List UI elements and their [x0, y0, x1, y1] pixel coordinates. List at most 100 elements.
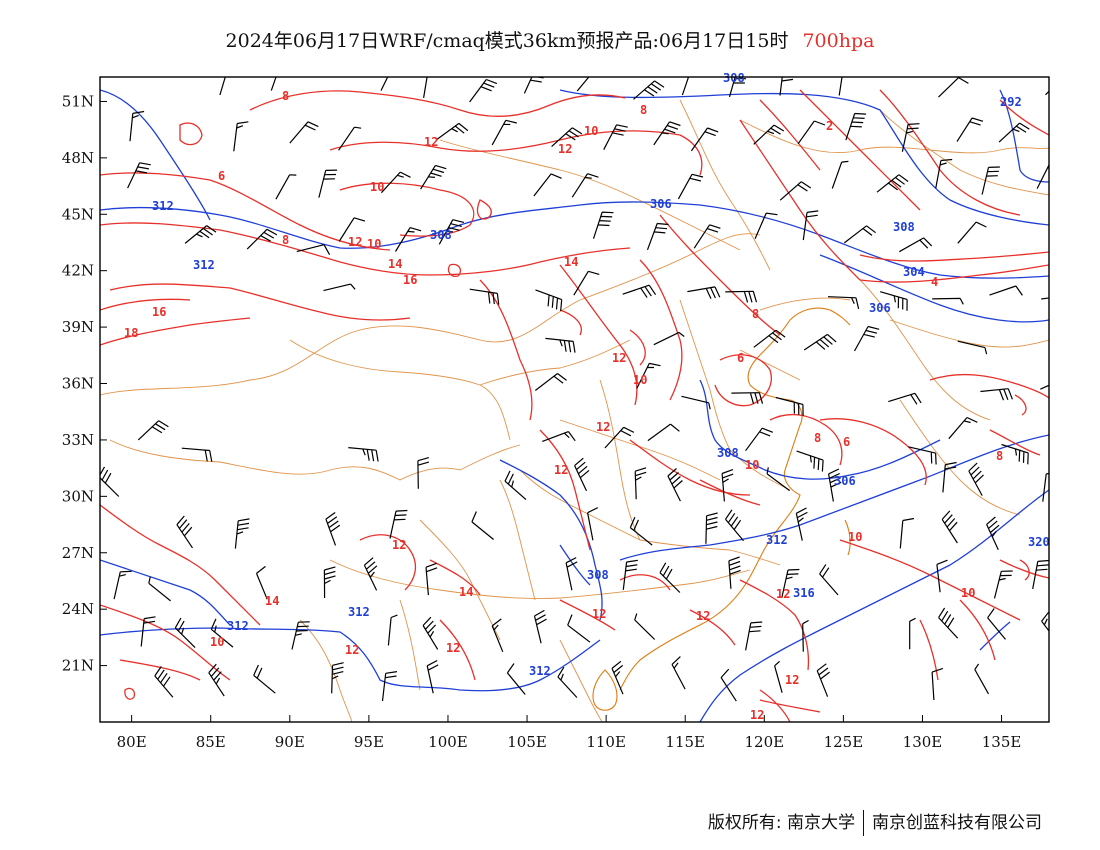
height-label: 312: [193, 258, 215, 272]
lon-tick-label: 110E: [586, 733, 626, 751]
wind-barb: [234, 518, 250, 549]
lon-tick-label: 130E: [903, 733, 943, 751]
wind-barb: [754, 212, 778, 240]
wind-barb: [720, 668, 737, 702]
wind-barb: [210, 618, 234, 648]
wind-barb: [420, 164, 447, 190]
temperature-contours: [100, 89, 1049, 722]
wind-barb: [843, 225, 876, 244]
wind-barb: [987, 608, 1006, 640]
temperature-label: 6: [843, 435, 850, 449]
wind-barb: [899, 517, 915, 549]
wind-barb: [909, 617, 916, 650]
wind-barb: [246, 228, 278, 250]
wind-barb: [802, 619, 809, 652]
wind-barb: [938, 607, 959, 639]
wind-barb: [435, 122, 469, 141]
wind-barb: [796, 450, 824, 472]
lat-tick-label: 30N: [62, 487, 94, 505]
height-label: 306: [834, 474, 856, 488]
wind-barb: [728, 556, 741, 589]
wind-barb: [629, 516, 653, 546]
wind-barb: [184, 225, 217, 244]
wind-barb: [423, 77, 428, 98]
wind-barb: [551, 127, 583, 148]
coastline: [592, 307, 851, 711]
temperature-label: 12: [776, 587, 790, 601]
wind-barb: [100, 466, 120, 497]
wind-barb: [587, 507, 599, 541]
wind-barb: [795, 507, 808, 541]
wind-barb: [838, 77, 845, 96]
wind-barb: [291, 621, 310, 650]
wind-barb: [671, 656, 686, 690]
wind-barb: [634, 467, 647, 500]
wind-barb: [931, 667, 944, 701]
wind-barb: [957, 221, 987, 244]
wind-barb: [899, 237, 933, 253]
temperature-label: 8: [814, 431, 821, 445]
temperature-label: 12: [592, 607, 606, 621]
temperature-label: 2: [826, 119, 833, 133]
wind-barb: [1052, 220, 1080, 242]
wind-barb: [803, 333, 837, 351]
height-label: 316: [793, 586, 815, 600]
wind-barb: [774, 660, 783, 693]
wind-barb: [802, 210, 819, 241]
temperature-label: 6: [218, 169, 225, 183]
height-label: 308: [893, 220, 915, 234]
wind-barb: [932, 297, 964, 305]
temperature-label: 12: [446, 641, 460, 655]
lat-tick-label: 45N: [62, 205, 94, 223]
wind-barb: [646, 222, 669, 251]
wind-barb: [745, 427, 774, 452]
wind-barb: [219, 77, 226, 96]
wind-barb: [557, 666, 578, 698]
temperature-label: 4: [931, 275, 938, 289]
temperature-label: 12: [554, 463, 568, 477]
lon-tick-label: 105E: [507, 733, 547, 751]
height-label: 312: [766, 533, 788, 547]
height-label: 292: [1000, 95, 1022, 109]
temperature-label: 8: [996, 449, 1003, 463]
temperature-label: 10: [584, 124, 598, 138]
wind-barb: [534, 373, 567, 391]
wind-barb: [535, 289, 563, 312]
wind-barb: [318, 169, 338, 198]
wind-barb: [1052, 514, 1060, 545]
wind-barb: [725, 290, 758, 303]
wind-barb: [986, 516, 1000, 551]
wind-barb: [957, 340, 988, 355]
wind-barb: [506, 663, 526, 695]
wind-barb: [533, 173, 562, 197]
lon-tick-label: 90E: [275, 733, 305, 751]
lon-tick-label: 115E: [665, 733, 705, 751]
map-content: [100, 89, 1049, 722]
height-label: 312: [152, 199, 174, 213]
wind-barb: [901, 123, 920, 152]
footer-divider: [863, 810, 864, 836]
wind-barb: [745, 621, 763, 651]
temperature-label: 10: [961, 586, 975, 600]
wind-barb: [174, 617, 196, 649]
height-label: 312: [529, 664, 551, 678]
wind-barb: [781, 568, 800, 598]
wind-barb: [634, 613, 656, 640]
wind-barb: [1041, 611, 1049, 633]
wind-barb: [140, 616, 156, 647]
wind-barbs: [100, 77, 1080, 702]
temperature-label: 14: [459, 585, 473, 599]
wind-barb: [725, 509, 744, 542]
lat-tick-label: 51N: [62, 92, 94, 110]
wind-barb: [338, 217, 366, 242]
temperature-label: 6: [737, 351, 744, 365]
wind-barb: [766, 467, 790, 492]
wind-barb: [571, 173, 599, 198]
wind-barb: [853, 325, 880, 352]
height-label: 308: [430, 228, 452, 242]
wind-barb: [1032, 559, 1049, 590]
temperature-label: 10: [367, 237, 381, 251]
wind-barb: [573, 270, 600, 296]
wind-barb: [942, 461, 957, 493]
